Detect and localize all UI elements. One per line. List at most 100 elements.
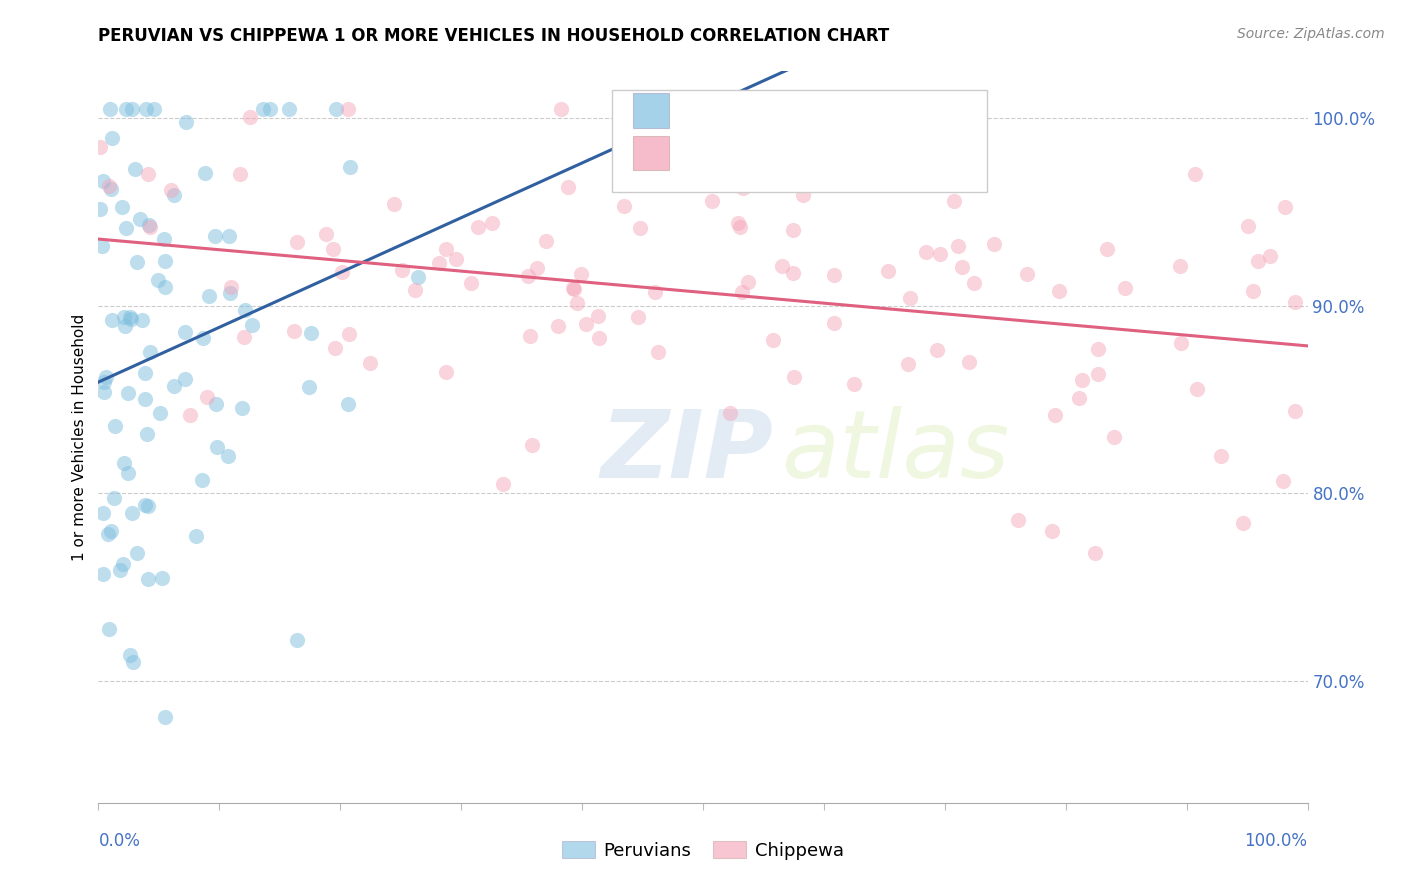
Point <box>98 102 121 116</box>
Point <box>571 267 593 281</box>
Point <box>567 295 589 310</box>
Point <box>138 218 160 232</box>
Point <box>173 372 195 386</box>
Point <box>111 200 134 214</box>
Point <box>148 273 170 287</box>
Point <box>90 239 112 253</box>
Point <box>737 275 759 289</box>
Point <box>149 405 172 419</box>
Point <box>153 254 176 268</box>
Point <box>877 264 900 278</box>
Point <box>427 256 450 270</box>
Point <box>155 710 177 724</box>
Point <box>98 179 121 194</box>
Point <box>823 316 845 330</box>
Point <box>1170 335 1192 350</box>
Point <box>191 473 214 487</box>
Point <box>163 379 186 393</box>
Point <box>1247 254 1270 268</box>
Point <box>391 263 413 277</box>
Text: Source: ZipAtlas.com: Source: ZipAtlas.com <box>1237 27 1385 41</box>
Point <box>315 227 337 241</box>
Point <box>112 310 135 324</box>
Point <box>963 277 986 291</box>
Point <box>135 102 157 116</box>
Point <box>101 312 124 326</box>
Point <box>575 317 598 331</box>
Point <box>562 281 585 295</box>
Point <box>1271 475 1294 489</box>
Point <box>233 303 256 318</box>
Point <box>205 397 228 411</box>
Point <box>557 179 579 194</box>
Point <box>644 285 666 299</box>
Text: N =: N = <box>808 102 848 120</box>
Point <box>337 327 360 342</box>
Point <box>118 310 141 324</box>
Point <box>283 324 305 338</box>
Point <box>218 229 240 244</box>
Point <box>526 261 548 276</box>
Point <box>1040 524 1063 538</box>
Point <box>1084 546 1107 560</box>
Point <box>91 567 114 582</box>
Point <box>162 188 184 202</box>
Point <box>730 219 752 234</box>
Point <box>1243 284 1265 298</box>
Point <box>823 268 845 282</box>
Point <box>731 285 754 300</box>
Point <box>195 390 218 404</box>
Point <box>849 156 872 170</box>
Point <box>325 102 347 116</box>
Point <box>700 194 723 209</box>
Point <box>135 427 157 442</box>
Point <box>770 259 793 273</box>
Point <box>519 329 541 343</box>
Point <box>134 498 156 512</box>
Point <box>205 440 228 454</box>
Point <box>330 265 353 279</box>
Point <box>121 656 143 670</box>
Point <box>1087 368 1109 382</box>
Text: N =: N = <box>808 145 848 162</box>
Point <box>231 401 253 415</box>
Point <box>925 343 948 357</box>
Point <box>983 237 1005 252</box>
Point <box>1232 516 1254 530</box>
Point <box>136 167 159 181</box>
Point <box>1095 242 1118 256</box>
Point <box>134 392 156 407</box>
Point <box>588 331 610 345</box>
Point <box>1185 383 1208 397</box>
Point <box>143 102 166 116</box>
Point <box>547 318 569 333</box>
Point <box>1015 267 1038 281</box>
Text: 0.296: 0.296 <box>733 102 789 120</box>
Point <box>138 345 160 359</box>
Point <box>943 194 966 208</box>
Point <box>1209 449 1232 463</box>
Point <box>128 212 150 227</box>
Text: 100.0%: 100.0% <box>1244 832 1308 850</box>
Point <box>898 291 921 305</box>
Point <box>194 166 217 180</box>
Point <box>204 228 226 243</box>
Point <box>382 197 405 211</box>
Point <box>467 219 489 234</box>
Point <box>115 102 138 116</box>
Y-axis label: 1 or more Vehicles in Household: 1 or more Vehicles in Household <box>72 313 87 561</box>
Point <box>517 269 540 284</box>
Point <box>1087 342 1109 356</box>
Point <box>645 102 668 116</box>
Point <box>93 385 115 400</box>
Point <box>946 239 969 253</box>
Text: 0.0%: 0.0% <box>98 832 141 850</box>
Point <box>1102 429 1125 443</box>
Point <box>1045 409 1067 423</box>
Point <box>112 557 135 571</box>
Point <box>115 220 138 235</box>
Point <box>460 277 482 291</box>
Point <box>957 354 980 368</box>
Point <box>298 379 321 393</box>
Point <box>259 102 281 116</box>
